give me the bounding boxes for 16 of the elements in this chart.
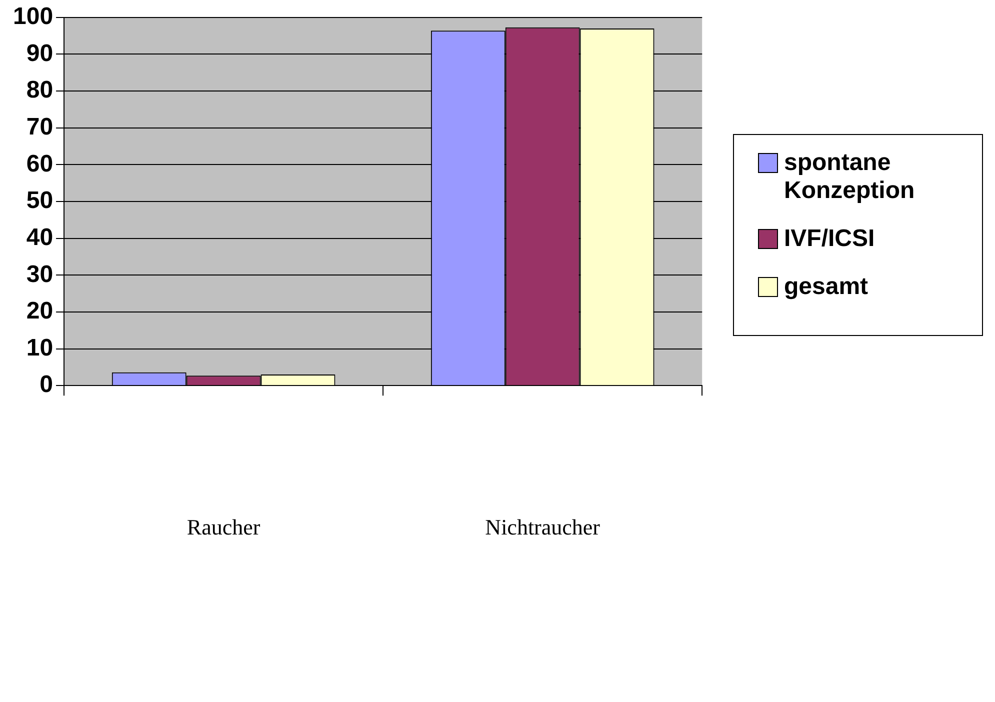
y-tick-label: 50 [26,187,54,214]
legend-label: spontane Konzeption [784,149,916,205]
y-tick-label: 10 [26,334,54,362]
legend-label: IVF/ICSI [784,225,875,253]
y-tick-label: 0 [40,371,54,398]
y-tick-label: 80 [26,76,54,104]
x-tick-label: Raucher [186,514,261,540]
y-tick-label: 40 [26,224,54,251]
legend-label: gesamt [784,273,868,301]
y-tick-label: 70 [26,113,54,140]
y-tick-label: 100 [12,3,54,30]
y-tick-label: 60 [26,150,54,178]
x-tick-label: Nichtraucher [485,514,601,540]
y-tick-label: 90 [26,40,54,67]
y-tick-label: 30 [26,260,54,288]
y-tick-label: 20 [26,298,54,325]
